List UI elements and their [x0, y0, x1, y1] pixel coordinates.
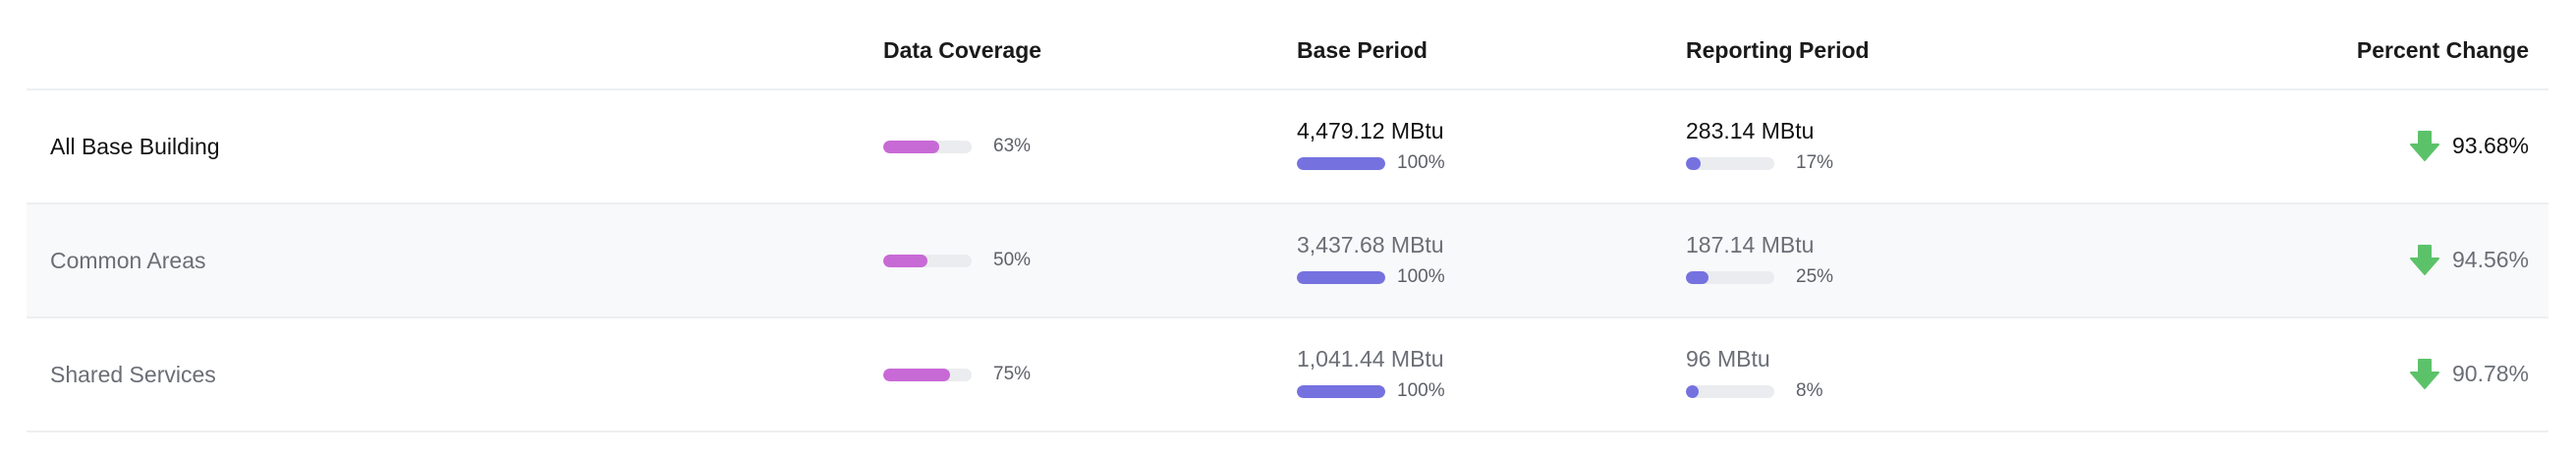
- reporting-period-bar-fill: [1686, 156, 1702, 170]
- coverage-bar-fill: [883, 368, 950, 381]
- base-period-value: 1,041.44 MBtu: [1297, 346, 1444, 372]
- base-period-cell: 1,041.44 MBtu 100%: [1297, 344, 1445, 401]
- base-period-cell: 3,437.68 MBtu 100%: [1297, 230, 1445, 287]
- reporting-period-value: 283.14 MBtu: [1686, 118, 1815, 143]
- row-name: All Base Building: [50, 134, 220, 159]
- reporting-period-cell: 187.14 MBtu 25%: [1686, 230, 1833, 287]
- arrow-down-icon: [2409, 131, 2439, 161]
- coverage-percent: 75%: [993, 364, 1032, 384]
- data-coverage-cell: 75%: [883, 365, 1031, 384]
- reporting-period-cell: 283.14 MBtu 17%: [1686, 116, 1833, 173]
- table-row[interactable]: All Base Building 63% 4,479.12 MBtu 100%…: [27, 90, 2548, 204]
- header-data-coverage[interactable]: Data Coverage: [883, 37, 1042, 63]
- coverage-bar: [883, 140, 972, 153]
- coverage-percent: 50%: [993, 250, 1032, 270]
- reporting-period-bar: [1686, 384, 1774, 398]
- base-period-bar: [1297, 384, 1385, 398]
- percent-change-cell: 94.56%: [2409, 244, 2529, 275]
- reporting-period-value: 96 MBtu: [1686, 346, 1770, 372]
- reporting-period-percent: 17%: [1796, 152, 1834, 173]
- percent-change-cell: 93.68%: [2409, 130, 2529, 161]
- header-percent-change[interactable]: Percent Change: [2356, 37, 2529, 63]
- base-period-bar-fill: [1297, 384, 1385, 398]
- reporting-period-bar-fill: [1686, 384, 1699, 398]
- header-base-period[interactable]: Base Period: [1297, 37, 1428, 63]
- energy-comparison-table: Data Coverage Base Period Reporting Peri…: [27, 0, 2548, 432]
- header-reporting-period[interactable]: Reporting Period: [1686, 37, 1870, 63]
- table-row[interactable]: Shared Services 75% 1,041.44 MBtu 100% 9…: [27, 318, 2548, 432]
- reporting-period-bar: [1686, 156, 1774, 170]
- reporting-period-percent: 8%: [1796, 380, 1823, 401]
- base-period-percent: 100%: [1397, 266, 1445, 287]
- arrow-down-icon: [2409, 245, 2439, 275]
- reporting-period-cell: 96 MBtu 8%: [1686, 344, 1822, 401]
- row-name: Common Areas: [50, 248, 206, 273]
- base-period-cell: 4,479.12 MBtu 100%: [1297, 116, 1445, 173]
- base-period-bar-fill: [1297, 156, 1385, 170]
- base-period-bar: [1297, 270, 1385, 284]
- coverage-bar-fill: [883, 140, 939, 153]
- percent-change-value: 93.68%: [2451, 133, 2529, 158]
- base-period-value: 4,479.12 MBtu: [1297, 118, 1444, 143]
- percent-change-cell: 90.78%: [2409, 358, 2529, 389]
- base-period-bar-fill: [1297, 270, 1385, 284]
- reporting-period-value: 187.14 MBtu: [1686, 232, 1815, 258]
- table-row[interactable]: Common Areas 50% 3,437.68 MBtu 100% 187.…: [27, 204, 2548, 318]
- coverage-percent: 63%: [993, 136, 1032, 156]
- reporting-period-bar: [1686, 270, 1774, 284]
- data-coverage-cell: 50%: [883, 251, 1031, 270]
- reporting-period-bar-fill: [1686, 270, 1708, 284]
- coverage-bar: [883, 254, 972, 267]
- percent-change-value: 90.78%: [2451, 361, 2529, 386]
- base-period-value: 3,437.68 MBtu: [1297, 232, 1444, 258]
- percent-change-value: 94.56%: [2451, 247, 2529, 272]
- arrow-down-icon: [2409, 359, 2439, 389]
- base-period-bar: [1297, 156, 1385, 170]
- row-name: Shared Services: [50, 362, 216, 387]
- base-period-percent: 100%: [1397, 152, 1445, 173]
- base-period-percent: 100%: [1397, 380, 1445, 401]
- coverage-bar-fill: [883, 254, 927, 267]
- table-header: Data Coverage Base Period Reporting Peri…: [27, 0, 2548, 90]
- data-coverage-cell: 63%: [883, 137, 1031, 156]
- coverage-bar: [883, 368, 972, 381]
- reporting-period-percent: 25%: [1796, 266, 1834, 287]
